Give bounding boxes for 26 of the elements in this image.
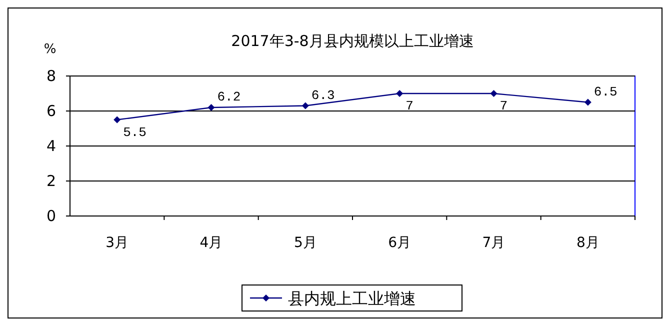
point [396,90,404,97]
point [208,104,215,111]
point [584,98,592,106]
data-label: 7 [500,98,508,114]
data-label: 6.2 [217,90,241,104]
x-tick-label: 8月 [576,235,600,251]
data-label: 7 [406,98,414,114]
x-tick-label: 3月 [106,235,129,251]
y-tick-label: 2 [46,172,56,190]
x-tick-label: 4月 [200,235,223,251]
data-label: 6.3 [311,88,335,103]
data-label: 6.5 [594,84,618,100]
point [490,90,498,97]
data-label: 5.5 [123,124,146,140]
y-tick-label: 0 [46,207,56,225]
legend-label: 县内规上工业增速 [288,289,416,308]
y-tick-label: 8 [46,67,56,85]
x-tick-label: 5月 [294,235,317,251]
point [302,102,309,110]
x-tick-label: 7月 [482,235,506,251]
x-tick-label: 6月 [388,235,412,251]
y-axis-title: % [44,42,56,57]
point [114,116,121,124]
y-tick-label: 6 [46,102,56,120]
chart-title: 2017年3-8月县内规模以上工业增速 [231,32,474,50]
y-tick-label: 4 [46,137,56,155]
